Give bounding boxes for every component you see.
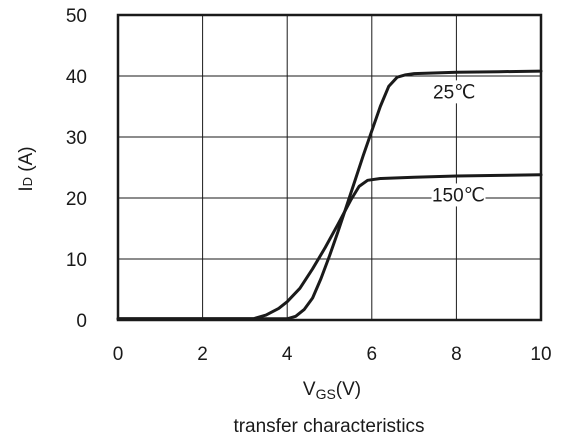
y-tick-label: 0 xyxy=(76,311,87,332)
plot-area-frame xyxy=(116,13,543,322)
x-tick-label: 6 xyxy=(367,344,378,365)
y-tick-label: 50 xyxy=(66,6,87,27)
y-axis-title-subscript: D xyxy=(20,177,35,186)
x-tick-label: 8 xyxy=(451,344,462,365)
y-axis-ticks: 0 10 20 30 40 50 xyxy=(66,6,87,332)
x-axis-ticks: 0 2 4 6 8 10 xyxy=(113,344,552,365)
series-label-backdrop xyxy=(431,183,486,207)
y-axis-title: ID (A) xyxy=(16,146,37,191)
y-tick-label: 40 xyxy=(66,67,87,88)
y-tick-label: 20 xyxy=(66,189,87,210)
x-axis-title: VGS(V) xyxy=(303,379,361,402)
y-tick-label: 10 xyxy=(66,250,87,271)
y-axis-title-main: I xyxy=(16,186,37,191)
x-axis-title-subscript: GS xyxy=(316,386,336,402)
series-label-0: 25℃ xyxy=(433,82,475,103)
series-label-1: 150℃ xyxy=(432,185,485,206)
series-label-backdrop xyxy=(433,80,476,104)
series-annotations: 25℃ 150℃ xyxy=(431,80,486,207)
series-line-0 xyxy=(116,69,543,321)
y-axis-title-unit: (A) xyxy=(16,146,37,177)
x-tick-label: 2 xyxy=(197,344,208,365)
y-tick-label: 30 xyxy=(66,128,87,149)
x-tick-label: 4 xyxy=(282,344,293,365)
series-line-1 xyxy=(116,173,543,321)
grid-lines xyxy=(118,15,541,320)
chart-caption: transfer characteristics xyxy=(233,416,424,437)
x-tick-label: 10 xyxy=(530,344,551,365)
series-lines xyxy=(116,69,543,321)
x-axis-title-unit: (V) xyxy=(336,379,361,400)
x-axis-title-main: V xyxy=(303,379,316,400)
x-tick-label: 0 xyxy=(113,344,124,365)
